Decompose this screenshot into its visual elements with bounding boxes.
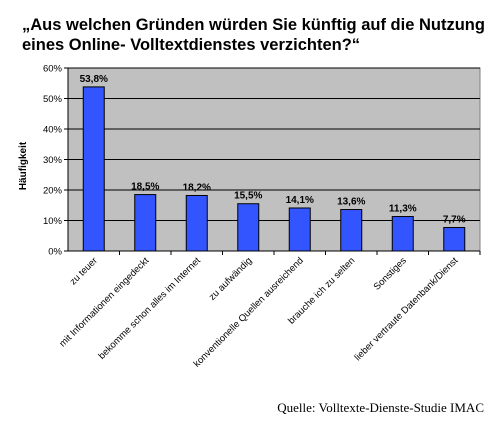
data-label: 18,2% [183,182,211,193]
y-tick-label: 10% [43,216,63,227]
y-tick-label: 40% [43,125,63,136]
bar [288,207,311,252]
data-label: 11,3% [389,204,417,215]
x-tick-label: zu teuer [68,255,100,287]
x-tick-label: zu aufwändig [207,255,254,302]
bar [237,203,260,252]
source-note: Quelle: Volltexte-Dienste-Studie IMAC [277,400,484,415]
data-labels: 53,8% 18,5% 18,2% 15,5% 14,1% 13,6% 11,3% 7,7% [80,74,466,226]
x-tick-label: bekomme schon alles im Internet [97,255,204,362]
data-label: 53,8% [80,74,108,85]
y-axis-label: Häufigkeit [18,141,29,190]
bars [82,86,481,255]
bar [185,194,208,252]
x-tick-label: Sonstiges [372,255,409,292]
y-tick-label: 20% [43,186,63,197]
data-label: 14,1% [286,195,314,206]
chart-title-line-1: „Aus welchen Gründen würden Sie künftig … [22,16,485,34]
data-label: 7,7% [443,215,466,226]
y-tick-label: 50% [43,94,63,105]
bar [340,209,363,252]
chart-title-line-2: eines Online- Volltextdienstes verzichte… [22,36,360,54]
y-tick-label: 60% [43,64,63,75]
bar [391,216,414,252]
x-tick-label: mit Informationen eingedeckt [57,255,151,349]
bar [443,227,466,252]
y-tick-label: 0% [48,247,62,258]
x-tick-label: lieber vertraute Datenbank/Dienst [353,255,461,363]
bar [134,194,157,252]
bar [82,86,105,252]
y-tick-label: 30% [43,155,63,166]
x-tick-label: konventionelle Quellen ausreichend [192,255,306,369]
data-label: 18,5% [131,182,159,193]
data-label: 13,6% [337,197,365,208]
data-label: 15,5% [234,191,262,202]
